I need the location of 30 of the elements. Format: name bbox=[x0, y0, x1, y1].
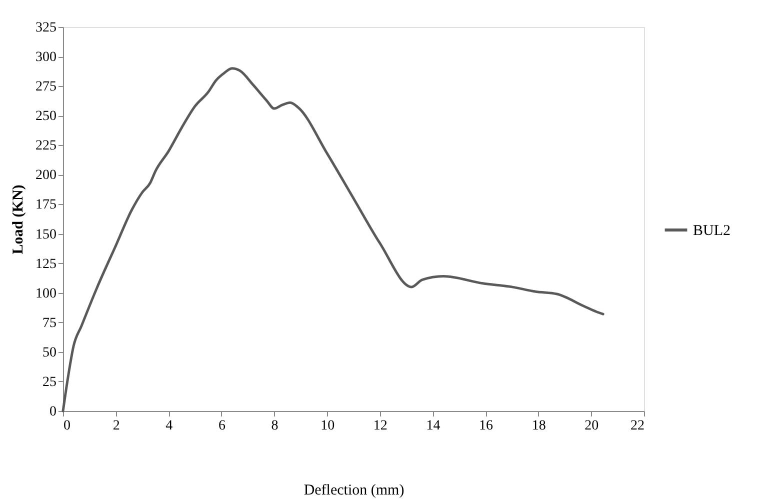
y-tick-label: 200 bbox=[36, 168, 56, 184]
x-tick-label: 4 bbox=[166, 418, 173, 434]
y-tick-label: 275 bbox=[36, 80, 56, 95]
x-tick-label: 0 bbox=[64, 418, 70, 434]
x-tick-label: 10 bbox=[320, 418, 335, 434]
x-tick-label: 20 bbox=[584, 418, 599, 434]
y-tick-label: 150 bbox=[36, 227, 56, 242]
line-series bbox=[62, 67, 604, 412]
x-tick-label: 16 bbox=[479, 418, 494, 434]
x-axis-title: Deflection (mm) bbox=[304, 482, 404, 498]
y-tick-label: 75 bbox=[42, 316, 56, 331]
x-tick-label: 12 bbox=[373, 418, 388, 434]
y-tick-label: 25 bbox=[42, 374, 56, 390]
y-tick-label: 175 bbox=[36, 198, 56, 213]
y-tick-label: 100 bbox=[36, 286, 56, 302]
legend-label: BUL2 bbox=[693, 223, 730, 239]
x-tick-label: 8 bbox=[271, 418, 278, 434]
y-tick-label: 250 bbox=[36, 109, 56, 124]
x-tick-label: 6 bbox=[218, 418, 226, 434]
y-tick-label: 225 bbox=[36, 138, 56, 154]
x-tick-label: 2 bbox=[112, 418, 120, 434]
x-tick-label: 18 bbox=[532, 418, 546, 434]
y-tick-label: 300 bbox=[36, 50, 56, 66]
y-tick-label: 325 bbox=[36, 20, 56, 36]
x-tick-label: 14 bbox=[426, 418, 440, 434]
x-tick-label: 22 bbox=[630, 418, 644, 434]
y-tick-label: 125 bbox=[36, 256, 56, 272]
y-tick-label: 50 bbox=[42, 345, 56, 360]
y-axis-title: Load (KN) bbox=[10, 184, 26, 254]
y-tick-label: 0 bbox=[50, 404, 56, 420]
